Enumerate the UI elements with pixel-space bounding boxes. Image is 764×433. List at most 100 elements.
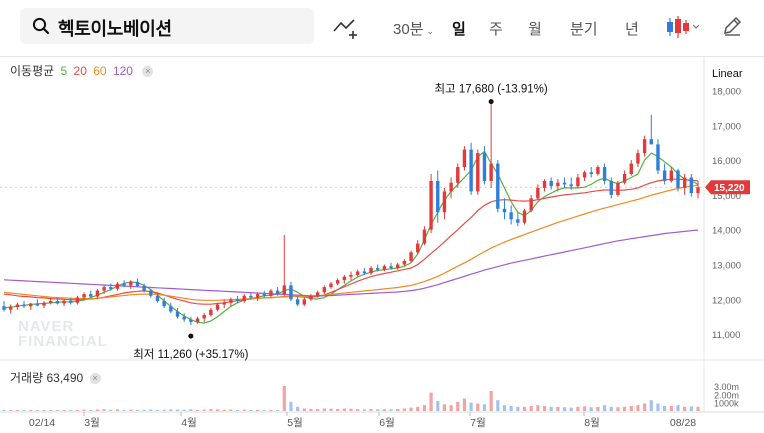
candle [449,177,453,199]
volume-bar [222,409,226,411]
volume-bar [582,406,587,411]
volume-bar [229,409,233,411]
scale-selector[interactable]: Linear [712,68,743,80]
candle [516,212,520,227]
candle-body [162,301,166,307]
volume-bar [302,408,306,411]
volume-bar [663,406,667,411]
candle [75,295,80,305]
candle [42,301,46,309]
tab-week[interactable]: 주 [489,21,503,38]
volume-bar [129,409,133,411]
search-box[interactable]: 헥토이노베이션 [20,8,314,44]
candle [49,297,53,305]
candle-body [242,295,246,302]
candle [369,266,373,275]
ma-legend: 이동평균 5 20 60 120 × [10,62,156,79]
tab-quarter[interactable]: 분기 [570,21,598,38]
candle [35,299,40,307]
ma-line-ma60 [3,184,699,301]
volume-bar [409,407,413,411]
candle [282,234,286,296]
price-tick-label: 14,000 [712,226,741,237]
candle [429,173,433,234]
candle [255,292,260,302]
candle [582,170,587,181]
ma-line-ma20 [3,178,699,305]
candle-body [429,180,433,230]
drawing-tool-icon[interactable] [332,15,358,39]
candle [416,240,420,255]
candle [629,160,633,176]
candle-body [442,191,447,213]
candle-body [409,252,413,262]
tab-year[interactable]: 년 [625,21,639,38]
tab-day[interactable]: 일 [452,21,466,38]
candle [28,302,33,310]
tab-month[interactable]: 월 [528,21,542,38]
candle [536,184,540,201]
candle-body [82,294,86,298]
chevron-down-icon: ⌄ [426,26,435,36]
tab-30min[interactable]: 30분 ⌄ [393,21,435,38]
candle [95,288,100,300]
volume-bar [22,410,26,411]
candle-body [349,274,353,277]
price-tick-label: 16,000 [712,156,741,167]
volume-bar [162,409,166,411]
watermark-line-1: NAVER [18,318,75,335]
candle-type-icon[interactable] [664,14,700,40]
pencil-icon[interactable] [722,16,742,36]
volume-bar [182,409,186,411]
candle-body [462,149,467,168]
candle-body [362,271,367,274]
candle-body [482,153,487,181]
candle [249,292,253,300]
volume-bar [356,409,360,411]
candle-body [422,229,427,244]
high-marker [488,99,494,105]
volume-tick-label: 3.00m [714,382,739,392]
candle-body [529,198,533,211]
volume-bar [522,406,527,411]
volume-bar [235,410,240,411]
candle [602,163,607,185]
candle-body [522,210,527,223]
close-icon[interactable]: × [89,373,101,385]
volume-bar [689,406,693,411]
ma-line-ma120 [3,229,699,297]
candle [422,226,427,246]
candle [235,295,240,303]
candle [636,149,640,168]
volume-bar [15,410,19,411]
candle [349,271,353,281]
candle [522,208,527,225]
candle-body [89,294,93,297]
volume-bar [676,405,680,411]
candle [89,290,93,298]
volume-bar [589,407,593,411]
candle-body [275,290,280,295]
volume-bar [115,409,120,411]
x-tick-label: 08/28 [670,417,696,429]
volume-bar [496,400,500,411]
candle [362,267,367,275]
volume-bar [122,409,126,411]
candle [209,308,213,317]
candle-body [115,283,120,289]
volume-bar [35,410,39,411]
volume-bar [683,406,687,411]
candle [436,170,440,223]
candle [329,281,333,289]
candle [142,283,146,293]
volume-bar [416,406,420,411]
close-icon[interactable]: × [142,66,154,78]
volume-tick-label: 2.00m [714,390,739,400]
candle [556,179,560,192]
candle [315,290,320,298]
volume-bar [576,406,580,411]
volume-tick-label: 1000k [714,399,739,409]
candle-body [149,290,153,296]
x-tick-label: 6월 [379,417,395,429]
